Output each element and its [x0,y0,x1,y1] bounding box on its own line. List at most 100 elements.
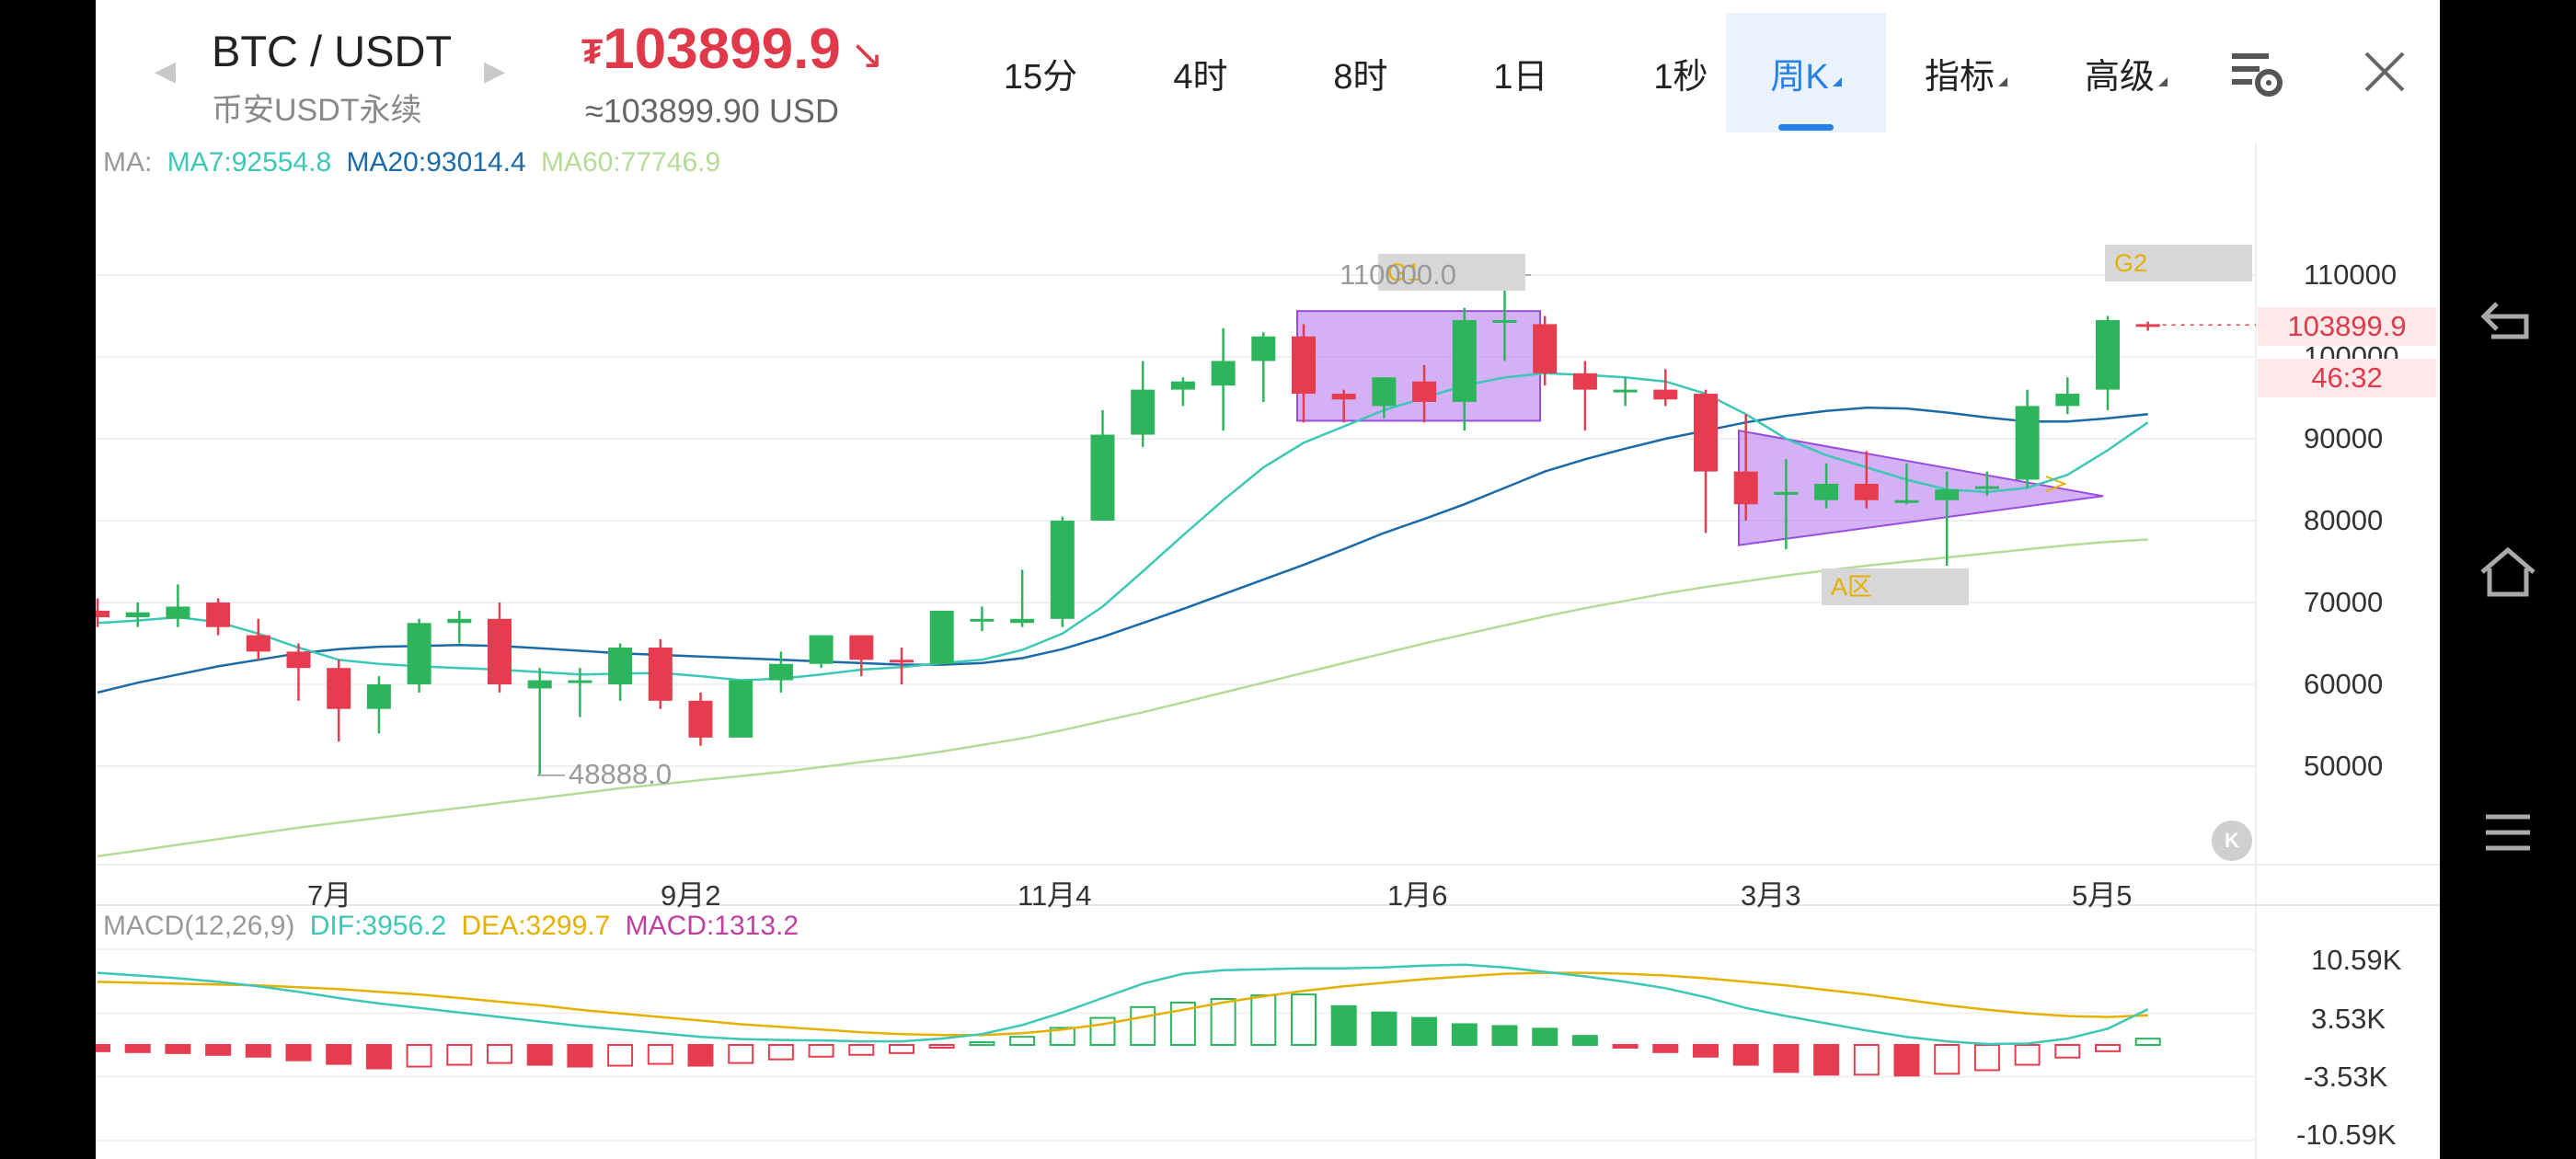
current-price-tag: 103899.9 [2258,307,2436,346]
candle-body [1090,434,1115,521]
macd-bar [1773,1044,1800,1073]
macd-bar [365,1044,392,1070]
tab-indicators[interactable]: 指标 [1886,13,2046,132]
logo-icon: K [2212,820,2252,861]
tab-label: 高级 [2084,57,2155,97]
dropdown-caret-icon [1832,77,1842,86]
header-bar: ◀ BTC / USDT 币安USDT永续 ▶ ₮103899.9 ↘ ≈1038… [96,0,2440,143]
macd-bar [889,1044,914,1054]
macd-bar [1411,1016,1438,1046]
chart-app: ◀ BTC / USDT 币安USDT永续 ▶ ₮103899.9 ↘ ≈1038… [96,0,2440,1159]
tab-1s[interactable]: 1秒 [1601,13,1761,132]
macd-bar [446,1044,473,1066]
candle-body [1935,489,1960,500]
macd-axis-label: -10.59K [2296,1119,2397,1151]
usdt-currency-icon: ₮ [581,33,604,73]
annotation-a-zone[interactable]: A区 [1822,568,1969,605]
chevron-left-icon[interactable]: ◀ [155,56,177,86]
candle-body [1131,389,1156,435]
macd-bar [1049,1027,1075,1047]
tab-weekly[interactable]: 周K [1726,13,1886,132]
candle-body [166,606,190,619]
macd-bar [607,1044,634,1067]
candle-body [1292,336,1316,395]
dea-line [97,971,2148,1037]
macd-bar [928,1044,955,1049]
ma-legend-prefix: MA: [103,147,153,178]
dif-line [97,963,2149,1046]
macd-bar [647,1044,673,1065]
candle-body [206,602,231,627]
annotation-g2[interactable]: G2 [2105,245,2252,281]
tab-label: 指标 [1924,57,1995,97]
tab-1d[interactable]: 1日 [1441,13,1601,132]
macd-bar [124,1044,151,1053]
ma7-value: MA7:92554.8 [167,147,332,178]
close-icon[interactable] [2361,48,2409,96]
candlestick-chart[interactable] [96,0,2440,1159]
macd-bar [848,1044,875,1056]
candle-body [929,610,954,664]
macd-axis-label: 3.53K [2311,1003,2386,1035]
candle-body [366,684,391,709]
macd-bar [687,1044,714,1067]
tab-advanced[interactable]: 高级 [2046,13,2206,132]
candle-body [1492,319,1517,323]
tab-label: 8时 [1333,57,1388,97]
chart-settings-icon[interactable] [2228,46,2287,101]
candle-body [96,610,109,618]
macd-bar [526,1044,553,1066]
highlight-box [1296,310,1541,422]
macd-bar [285,1044,312,1061]
dea-value: DEA:3299.7 [461,911,611,941]
macd-bar [1491,1025,1518,1047]
candle-body [2135,324,2160,327]
annotation-g1[interactable]: G1 [1378,254,1525,291]
candle-body [1894,499,1919,503]
tab-4h[interactable]: 4时 [1121,13,1281,132]
ma20-value: MA20:93014.4 [346,147,526,178]
macd-bar [326,1044,352,1065]
symbol-title[interactable]: BTC / USDT [212,27,453,75]
x-axis-label: 3月3 [1741,879,1801,912]
candle-body [286,651,311,669]
candle-body [1774,491,1799,495]
macd-bar [96,1044,110,1052]
macd-bar [2054,1044,2081,1059]
price-axis-label: 110000 [2304,258,2398,291]
back-icon[interactable] [2440,291,2576,346]
price-axis-label: 50000 [2304,750,2384,782]
macd-bar [1210,998,1236,1047]
candle-body [688,700,713,738]
x-axis-label: 7月 [307,879,352,912]
tab-label: 1日 [1493,57,1548,97]
macd-bar [767,1044,794,1061]
candle-body [1733,471,1758,505]
macd-bar [1371,1011,1397,1046]
macd-bar [567,1044,593,1068]
price-axis-label: 80000 [2304,504,2384,536]
macd-bar [487,1044,512,1064]
home-icon[interactable] [2440,545,2576,600]
tab-15m[interactable]: 15分 [960,13,1121,132]
tab-8h[interactable]: 8时 [1281,13,1441,132]
candle-body [2015,406,2040,480]
candle-body [2096,319,2120,390]
ma20-line [97,406,2148,694]
candle-body [1613,389,1638,393]
macd-bar [1291,993,1317,1046]
macd-bar [1571,1035,1598,1046]
candle-body [648,647,673,701]
candle-body [729,680,753,738]
chevron-right-icon[interactable]: ▶ [484,56,506,86]
macd-bar [406,1044,432,1068]
candle-body [768,663,793,681]
macd-bar [1893,1044,1920,1077]
x-axis-label: 5月5 [2072,879,2133,912]
candle-body [1251,336,1276,361]
triangle-pattern [1738,429,2104,546]
macd-bar [165,1044,191,1054]
menu-icon[interactable] [2440,809,2576,855]
macd-axis-label: 10.59K [2311,944,2402,976]
candle-body [1331,394,1356,400]
